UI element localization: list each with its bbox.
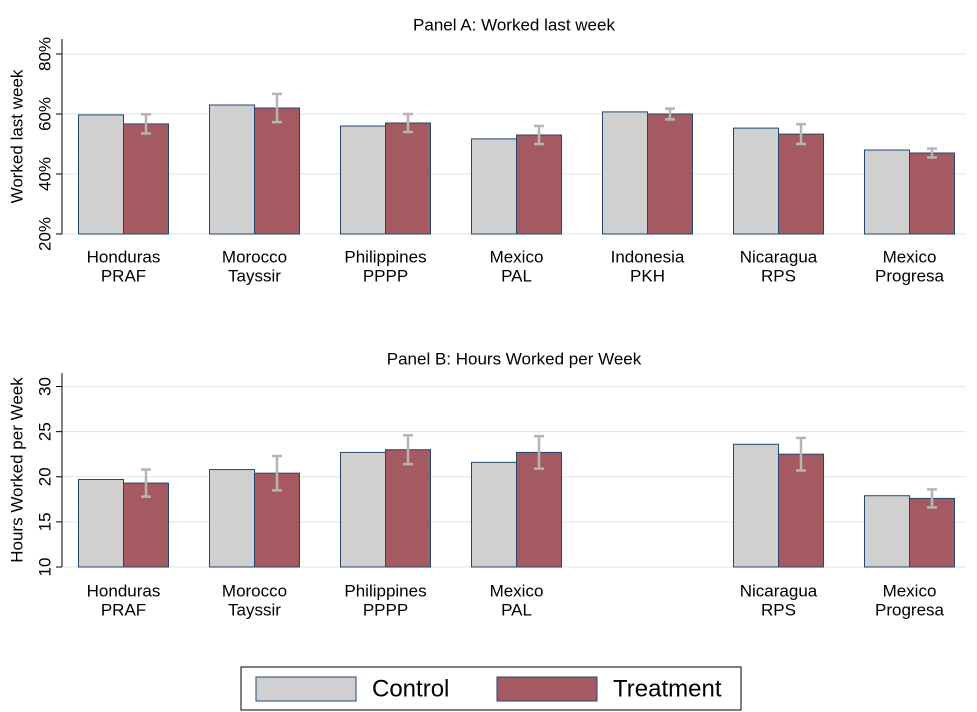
x-tick-label: Nicaragua: [740, 581, 818, 600]
bar: [385, 449, 431, 568]
y-tick-label: 60%: [35, 97, 54, 131]
x-tick-label: Mexico: [490, 247, 544, 266]
bar: [516, 451, 562, 568]
x-tick-label: Mexico: [490, 581, 544, 600]
error-bar: [403, 434, 413, 466]
x-tick-label: Tayssir: [228, 600, 281, 619]
x-tick-label: RPS: [761, 266, 796, 285]
error-bar: [796, 436, 806, 472]
x-tick-label: Tayssir: [228, 266, 281, 285]
x-tick-label: Philippines: [344, 581, 426, 600]
panel-title: Panel A: Worked last week: [413, 15, 615, 34]
x-tick-label: PRAF: [101, 266, 146, 285]
bar: [340, 451, 386, 568]
panel-title: Panel B: Hours Worked per Week: [387, 349, 642, 368]
error-bar: [534, 434, 544, 470]
x-tick-label: Progresa: [875, 266, 945, 285]
bar: [733, 443, 779, 568]
x-tick-label: PAL: [501, 600, 532, 619]
y-tick-label: 40%: [35, 157, 54, 191]
x-tick-label: RPS: [761, 600, 796, 619]
y-tick-label: 20%: [35, 217, 54, 251]
legend-label: Treatment: [613, 675, 722, 702]
y-tick-label: 80%: [35, 37, 54, 71]
legend-swatch: [255, 676, 357, 702]
legend-label: Control: [372, 675, 449, 702]
bar: [340, 125, 386, 235]
x-tick-label: Progresa: [875, 600, 945, 619]
x-tick-label: PKH: [630, 266, 665, 285]
error-bar: [272, 454, 282, 492]
error-bar: [534, 124, 544, 146]
y-axis-title: Worked last week: [7, 69, 26, 203]
x-tick-label: Honduras: [87, 247, 161, 266]
x-tick-label: PPPP: [363, 600, 408, 619]
bar: [647, 113, 693, 235]
x-tick-label: Nicaragua: [740, 247, 818, 266]
error-bar: [403, 112, 413, 134]
x-tick-label: Indonesia: [611, 247, 685, 266]
x-tick-label: Morocco: [222, 581, 287, 600]
y-tick-label: 30: [35, 377, 54, 396]
y-tick-label: 20: [35, 467, 54, 486]
y-tick-label: 15: [35, 512, 54, 531]
bar: [778, 453, 824, 568]
bar: [78, 114, 124, 235]
bar: [471, 138, 517, 235]
bar: [471, 461, 517, 568]
y-axis-title: Hours Worked per Week: [7, 377, 26, 563]
legend-swatch: [496, 676, 598, 702]
error-bar: [141, 468, 151, 498]
bar: [78, 478, 124, 568]
x-tick-label: Honduras: [87, 581, 161, 600]
error-bar: [927, 147, 937, 159]
bar: [209, 469, 255, 568]
bar: [123, 123, 169, 235]
x-tick-label: Morocco: [222, 247, 287, 266]
bar: [385, 122, 431, 235]
x-tick-label: Philippines: [344, 247, 426, 266]
bar: [909, 497, 955, 568]
error-bar: [796, 122, 806, 146]
error-bar: [927, 488, 937, 509]
y-tick-label: 25: [35, 422, 54, 441]
bar: [864, 149, 910, 235]
y-tick-label: 10: [35, 558, 54, 577]
x-tick-label: PAL: [501, 266, 532, 285]
bar: [864, 495, 910, 568]
x-tick-label: Mexico: [883, 581, 937, 600]
x-tick-label: PPPP: [363, 266, 408, 285]
bar: [516, 134, 562, 235]
bar: [254, 107, 300, 235]
bar: [602, 111, 648, 235]
bar: [733, 127, 779, 235]
x-tick-label: Mexico: [883, 247, 937, 266]
bar: [909, 152, 955, 235]
error-bar: [272, 92, 282, 124]
bar: [209, 104, 255, 235]
error-bar: [665, 107, 675, 121]
x-tick-label: PRAF: [101, 600, 146, 619]
error-bar: [141, 113, 151, 135]
bar: [778, 133, 824, 235]
